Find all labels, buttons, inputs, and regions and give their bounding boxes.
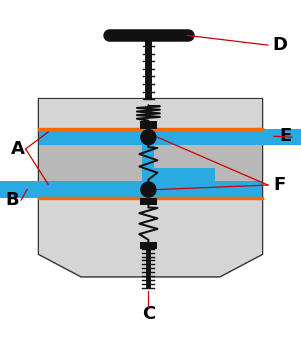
Bar (262, 129, 301, 146)
Bar (39, 198, 262, 254)
Bar (140, 198, 157, 205)
Bar (140, 121, 157, 129)
Bar (203, 168, 215, 181)
Text: D: D (272, 36, 287, 54)
Polygon shape (39, 99, 262, 276)
Bar (154, 168, 215, 181)
Text: F: F (274, 176, 286, 194)
Text: B: B (5, 191, 19, 209)
Text: C: C (142, 305, 155, 323)
Bar (140, 242, 157, 249)
Bar (0, 181, 39, 198)
Bar (39, 146, 262, 181)
Bar (39, 129, 262, 146)
Bar (39, 181, 262, 198)
Polygon shape (39, 254, 262, 276)
Text: E: E (280, 127, 292, 145)
Circle shape (141, 130, 156, 145)
Bar (39, 99, 262, 129)
Bar (142, 142, 154, 184)
Text: A: A (11, 140, 25, 158)
Circle shape (141, 182, 156, 197)
